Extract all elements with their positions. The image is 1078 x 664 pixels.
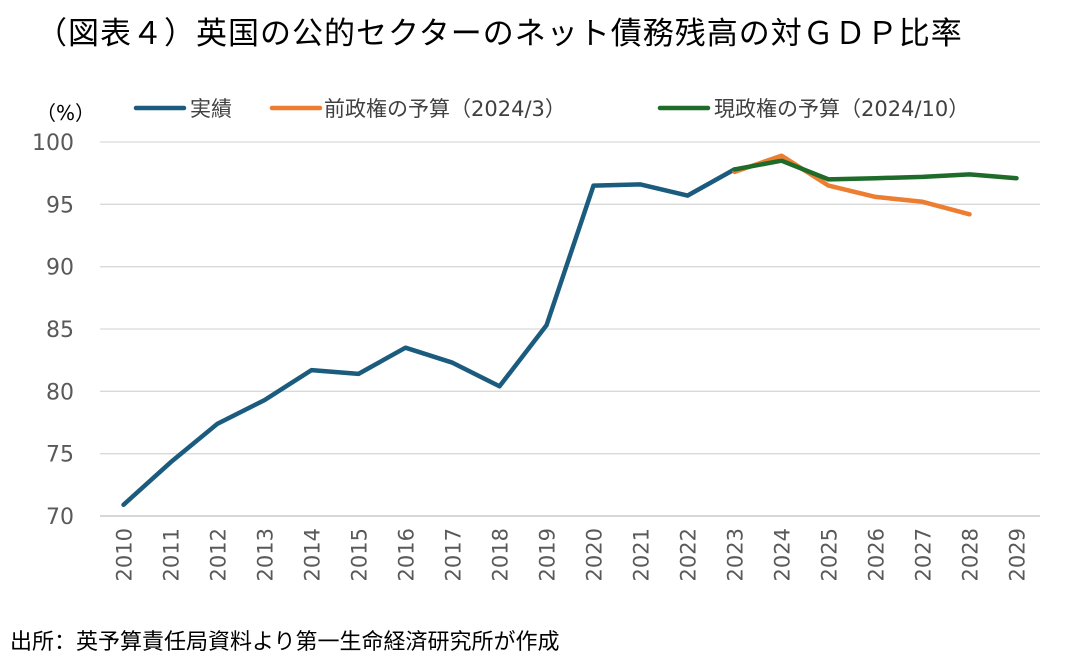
y-tick-label: 100 bbox=[32, 131, 74, 156]
x-tick-label: 2013 bbox=[254, 528, 278, 581]
x-tick-label: 2029 bbox=[1006, 528, 1030, 581]
legend: 実績 前政権の予算（2024/3） 現政権の予算（2024/10） bbox=[133, 97, 969, 121]
x-tick-label: 2020 bbox=[583, 528, 607, 581]
legend-label-2: 現政権の予算（2024/10） bbox=[714, 97, 969, 121]
x-tick-label: 2018 bbox=[489, 528, 513, 581]
y-tick-label: 70 bbox=[46, 505, 74, 530]
x-tick-label: 2014 bbox=[301, 528, 325, 581]
x-tick-label: 2011 bbox=[160, 528, 184, 581]
x-tick-label: 2010 bbox=[113, 528, 137, 581]
grid-lines bbox=[100, 141, 1040, 517]
y-tick-label: 80 bbox=[46, 380, 74, 405]
x-tick-label: 2026 bbox=[865, 528, 889, 581]
x-tick-label: 2017 bbox=[442, 528, 466, 581]
y-tick-label: 75 bbox=[46, 443, 74, 468]
page-title: （図表４）英国の公的セクターのネット債務残高の対ＧＤＰ比率 bbox=[36, 16, 963, 52]
y-axis-unit-label: （%） bbox=[36, 101, 95, 125]
y-tick-label: 95 bbox=[46, 193, 74, 218]
y-tick-label: 85 bbox=[46, 318, 74, 343]
source-note: 出所：英予算責任局資料より第一生命経済研究所が作成 bbox=[10, 630, 560, 655]
y-axis-ticks: 100 95 90 85 80 75 70 bbox=[32, 131, 74, 530]
x-tick-label: 2016 bbox=[395, 528, 419, 581]
x-tick-label: 2023 bbox=[724, 528, 748, 581]
x-tick-label: 2027 bbox=[912, 528, 936, 581]
legend-label-0: 実績 bbox=[190, 97, 232, 121]
x-tick-label: 2015 bbox=[348, 528, 372, 581]
x-tick-label: 2019 bbox=[536, 528, 560, 581]
series-line-1 bbox=[732, 153, 972, 217]
x-tick-label: 2025 bbox=[818, 528, 842, 581]
legend-label-1: 前政権の予算（2024/3） bbox=[324, 97, 566, 121]
series-lines bbox=[121, 153, 1019, 508]
y-tick-label: 90 bbox=[46, 256, 74, 281]
x-axis-ticks: 2010 2011 2012 2013 2014 2015 2016 2017 2018 2019… bbox=[113, 528, 1030, 581]
x-tick-label: 2024 bbox=[771, 528, 795, 581]
x-tick-label: 2022 bbox=[677, 528, 701, 581]
x-tick-label: 2021 bbox=[630, 528, 654, 581]
series-line-2 bbox=[732, 158, 1019, 182]
series-line-0 bbox=[121, 167, 737, 508]
line-chart: （%） 100 95 90 85 80 75 70 2010 2011 2012 2013 2014… bbox=[32, 97, 1040, 581]
x-tick-label: 2028 bbox=[959, 528, 983, 581]
x-tick-label: 2012 bbox=[207, 528, 231, 581]
